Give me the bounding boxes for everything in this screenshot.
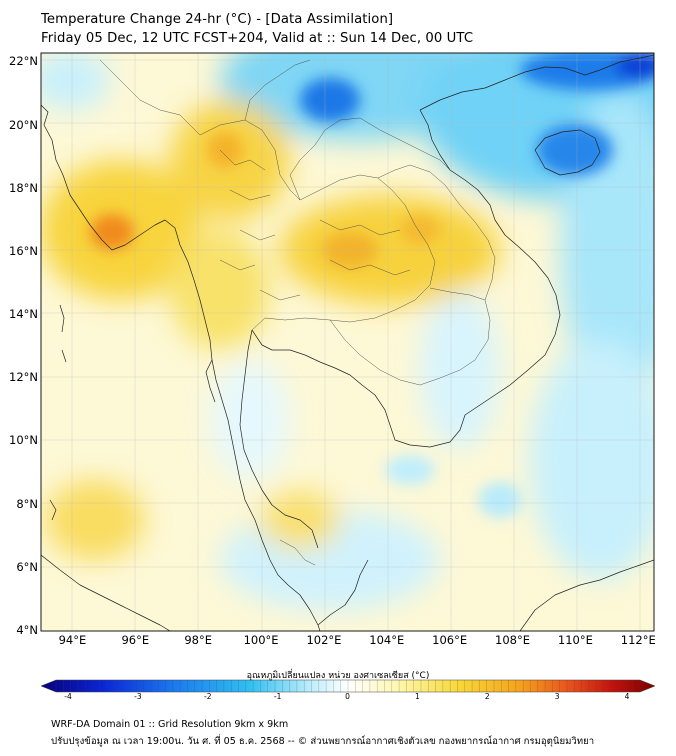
- lat-label: 20°N: [9, 117, 38, 132]
- footer-domain-info: WRF-DA Domain 01 :: Grid Resolution 9km …: [51, 719, 289, 730]
- colorbar-tick: -1: [273, 692, 282, 701]
- lat-label: 22°N: [9, 54, 38, 69]
- map-subtitle: Friday 05 Dec, 12 UTC FCST+204, Valid at…: [41, 31, 474, 46]
- lat-label: 6°N: [16, 559, 38, 574]
- lon-label: 112°E: [620, 633, 656, 647]
- plot-frame: [40, 52, 655, 632]
- colorbar-tick: -3: [134, 692, 142, 701]
- lon-label: 106°E: [432, 633, 468, 647]
- lon-label: 94°E: [58, 633, 87, 647]
- lon-label: 100°E: [243, 633, 279, 647]
- lon-label: 98°E: [184, 633, 212, 647]
- lon-label: 104°E: [369, 633, 405, 647]
- graticule: [41, 53, 654, 631]
- lat-label: 12°N: [9, 370, 38, 385]
- map-title: Temperature Change 24-hr (°C) - [Data As…: [41, 12, 394, 27]
- lat-label: 14°N: [9, 307, 38, 322]
- lat-label: 16°N: [9, 243, 38, 258]
- colorbar-tick: 1: [414, 692, 420, 701]
- colorbar-tick: 0: [345, 692, 350, 701]
- lon-label: 102°E: [306, 633, 342, 647]
- colorbar-label: อุณหภูมิเปลี่ยนแปลง หน่วย องศาเซลเซียส (…: [246, 671, 430, 681]
- lon-label: 108°E: [495, 633, 531, 647]
- colorbar: [40, 679, 656, 693]
- colorbar-tick: 4: [624, 692, 630, 701]
- lat-label: 8°N: [16, 496, 38, 511]
- coastlines: [41, 54, 654, 631]
- lat-label: 4°N: [16, 623, 38, 637]
- colorbar-tick: -4: [64, 692, 72, 701]
- lat-label: 10°N: [9, 433, 38, 448]
- colorbar-tick: -2: [204, 692, 212, 701]
- country-borders: [99, 59, 496, 566]
- lon-label: 96°E: [121, 633, 150, 647]
- colorbar-tick: 2: [484, 692, 490, 701]
- temperature-field: [41, 53, 654, 631]
- footer-update-info: ปรับปรุงข้อมูล ณ เวลา 19:00น. วัน ศ. ที่…: [51, 736, 595, 747]
- colorbar-tick: 3: [554, 692, 560, 701]
- lat-label: 18°N: [9, 180, 38, 195]
- lon-label: 110°E: [557, 633, 593, 647]
